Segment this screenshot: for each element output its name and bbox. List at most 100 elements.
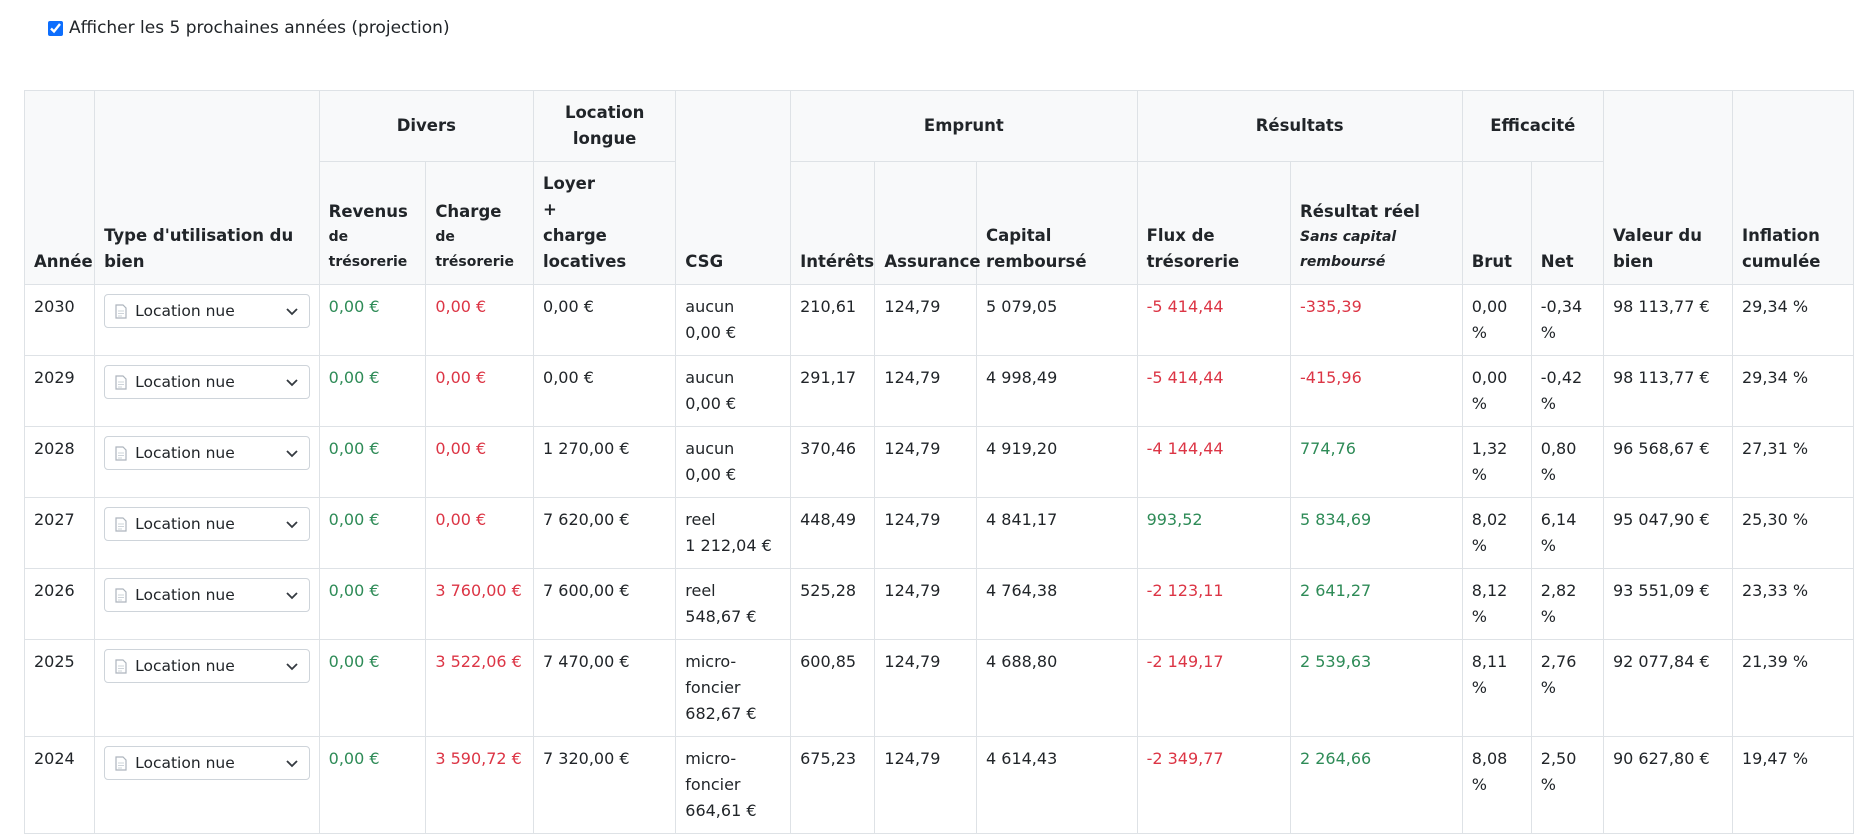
csg-regime: micro-foncier	[685, 652, 741, 697]
cell: 8,08 %	[1461, 736, 1532, 834]
header-cell: Inflation cumulée	[1731, 90, 1855, 285]
header-cell: Année	[23, 90, 96, 285]
cell: 2 539,63	[1289, 639, 1463, 737]
cell: aucun 0,00 €	[675, 426, 792, 498]
header-sub: de trésorerie	[328, 229, 408, 270]
select-value: Location nue	[135, 515, 235, 533]
cell: 0,00 €	[533, 284, 677, 356]
doc-icon	[115, 303, 127, 319]
group-header: Divers	[318, 90, 535, 162]
cell: 7 320,00 €	[533, 736, 677, 834]
header-line: charge locatives	[543, 226, 627, 271]
cell: Location nue	[94, 497, 320, 569]
cell: 525,28	[790, 568, 876, 640]
cell: 291,17	[790, 355, 876, 427]
checkbox[interactable]	[48, 20, 63, 36]
cell: 95 047,90 €	[1602, 497, 1733, 569]
usage-select[interactable]: Location nue	[104, 578, 310, 612]
cell: 8,12 %	[1461, 568, 1532, 640]
cell: 23,33 %	[1731, 568, 1855, 640]
cell: 2027	[23, 497, 96, 569]
cell: 124,79	[874, 284, 977, 356]
header-cell: Charge de trésorerie	[425, 161, 535, 285]
cell: Location nue	[94, 639, 320, 737]
cell: 0,00 €	[318, 426, 427, 498]
cell: 124,79	[874, 568, 977, 640]
header-label: Revenus	[328, 202, 408, 221]
cell: 3 760,00 €	[425, 568, 535, 640]
projection-toggle[interactable]: Afficher les 5 prochaines années (projec…	[48, 18, 450, 38]
csg-amount: 0,00 €	[685, 465, 737, 484]
usage-select[interactable]: Location nue	[104, 649, 310, 683]
cell: 4 919,20	[976, 426, 1138, 498]
table-row: 2029 Location nue 0,00 €0,00 €0,00 € aucun 0…	[23, 355, 1855, 427]
csg-amount: 1 212,04 €	[685, 536, 772, 555]
cell: micro-foncier 682,67 €	[675, 639, 792, 737]
cell: 98 113,77 €	[1602, 284, 1733, 356]
cell: 93 551,09 €	[1602, 568, 1733, 640]
header-cell: Revenus de trésorerie	[318, 161, 427, 285]
cell: -415,96	[1289, 355, 1463, 427]
cell: 25,30 %	[1731, 497, 1855, 569]
doc-icon	[115, 658, 127, 674]
header-cell: Capital remboursé	[976, 161, 1138, 285]
cell: -2 349,77	[1136, 736, 1291, 834]
select-value: Location nue	[135, 657, 235, 675]
cell: 0,00 €	[425, 284, 535, 356]
usage-select[interactable]: Location nue	[104, 436, 310, 470]
chevron	[286, 307, 298, 315]
cell: 4 614,43	[976, 736, 1138, 834]
cell: 7 470,00 €	[533, 639, 677, 737]
cell: -5 414,44	[1136, 284, 1291, 356]
cell: -335,39	[1289, 284, 1463, 356]
usage-select[interactable]: Location nue	[104, 507, 310, 541]
header-cell: Intérêts	[790, 161, 876, 285]
header-cell: Loyer + charge locatives	[533, 161, 677, 285]
cell: 0,00 %	[1461, 355, 1532, 427]
cell: 90 627,80 €	[1602, 736, 1733, 834]
cell: 2,76 %	[1530, 639, 1604, 737]
cell: 0,00 €	[318, 497, 427, 569]
usage-select[interactable]: Location nue	[104, 365, 310, 399]
usage-select[interactable]: Location nue	[104, 746, 310, 780]
cell: 6,14 %	[1530, 497, 1604, 569]
chevron	[286, 449, 298, 457]
cell: 124,79	[874, 355, 977, 427]
chevron	[286, 662, 298, 670]
header-line: Loyer	[543, 174, 595, 193]
header-cell: CSG	[675, 90, 792, 285]
cell: 0,00 €	[318, 639, 427, 737]
cell: 2,82 %	[1530, 568, 1604, 640]
header-cell: Flux de trésorerie	[1136, 161, 1291, 285]
csg-amount: 548,67 €	[685, 607, 757, 626]
csg-regime: reel	[685, 510, 716, 529]
cell: 4 998,49	[976, 355, 1138, 427]
page: Afficher les 5 prochaines années (projec…	[23, 18, 1855, 834]
cell: 370,46	[790, 426, 876, 498]
cell: 124,79	[874, 639, 977, 737]
doc-icon	[115, 374, 127, 390]
csg-regime: aucun	[685, 368, 735, 387]
doc-icon	[115, 516, 127, 532]
cell: 4 841,17	[976, 497, 1138, 569]
cell: 600,85	[790, 639, 876, 737]
cell: 29,34 %	[1731, 284, 1855, 356]
cell: 2026	[23, 568, 96, 640]
usage-select[interactable]: Location nue	[104, 294, 310, 328]
cell: Location nue	[94, 568, 320, 640]
cell: 0,00 €	[425, 355, 535, 427]
header-line: +	[543, 200, 557, 219]
header-cell: Assurance	[874, 161, 981, 285]
cell: 2 264,66	[1289, 736, 1463, 834]
csg-amount: 0,00 €	[685, 323, 737, 342]
chevron	[286, 378, 298, 386]
cell: 2029	[23, 355, 96, 427]
cell: 5 834,69	[1289, 497, 1463, 569]
cell: -4 144,44	[1136, 426, 1291, 498]
doc-icon	[115, 587, 127, 603]
cell: 124,79	[874, 426, 977, 498]
cell: 124,79	[874, 736, 977, 834]
cell: 96 568,67 €	[1602, 426, 1733, 498]
cell: 210,61	[790, 284, 876, 356]
csg-amount: 0,00 €	[685, 394, 737, 413]
